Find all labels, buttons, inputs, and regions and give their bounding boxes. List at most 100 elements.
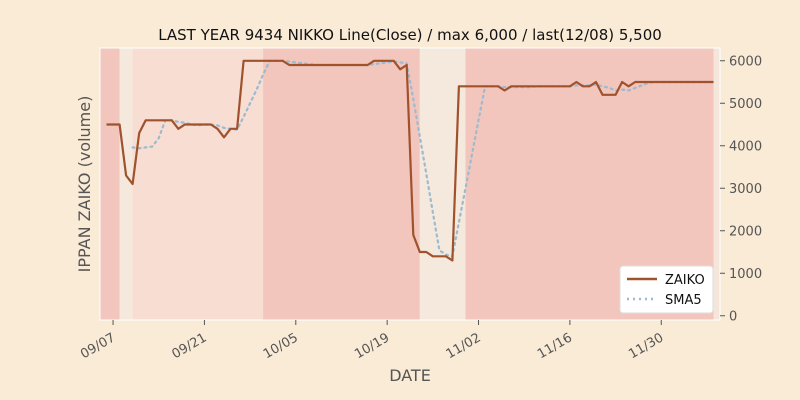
data-point-zaiko	[693, 81, 694, 82]
data-point-sma5	[602, 86, 603, 87]
data-point-zaiko	[243, 60, 244, 61]
data-point-sma5	[419, 136, 420, 137]
data-point-sma5	[374, 64, 375, 65]
data-point-sma5	[439, 250, 440, 251]
data-point-sma5	[152, 146, 153, 147]
data-point-zaiko	[706, 81, 707, 82]
data-point-zaiko	[537, 86, 538, 87]
background-band-1	[119, 48, 133, 320]
data-point-zaiko	[550, 86, 551, 87]
data-point-zaiko	[269, 60, 270, 61]
data-point-zaiko	[641, 81, 642, 82]
y-tick-label: 3000	[729, 182, 762, 197]
data-point-zaiko	[543, 86, 544, 87]
data-point-zaiko	[432, 256, 433, 257]
data-point-sma5	[132, 147, 133, 148]
data-point-zaiko	[197, 124, 198, 125]
background-band-3	[263, 48, 420, 320]
data-point-zaiko	[426, 251, 427, 252]
data-point-sma5	[628, 90, 629, 91]
y-tick-label: 5000	[729, 97, 762, 112]
data-point-zaiko	[328, 64, 329, 65]
data-point-zaiko	[622, 81, 623, 82]
data-point-zaiko	[524, 86, 525, 87]
data-point-zaiko	[654, 81, 655, 82]
data-point-zaiko	[334, 64, 335, 65]
data-point-sma5	[145, 147, 146, 148]
data-point-zaiko	[478, 86, 479, 87]
data-point-zaiko	[582, 86, 583, 87]
data-point-sma5	[243, 116, 244, 117]
data-point-zaiko	[230, 128, 231, 129]
data-point-zaiko	[380, 60, 381, 61]
data-point-zaiko	[289, 64, 290, 65]
y-tick-label: 6000	[729, 54, 762, 69]
data-point-zaiko	[237, 128, 238, 129]
data-point-zaiko	[687, 81, 688, 82]
data-point-sma5	[387, 62, 388, 63]
data-point-zaiko	[452, 260, 453, 261]
data-point-zaiko	[491, 86, 492, 87]
data-point-zaiko	[498, 86, 499, 87]
data-point-sma5	[289, 61, 290, 62]
data-point-zaiko	[615, 94, 616, 95]
data-point-sma5	[400, 62, 401, 63]
data-point-zaiko	[439, 256, 440, 257]
data-point-zaiko	[354, 64, 355, 65]
data-point-zaiko	[713, 81, 714, 82]
data-point-zaiko	[184, 124, 185, 125]
legend-label-zaiko: ZAIKO	[665, 273, 705, 288]
chart-title: LAST YEAR 9434 NIKKO Line(Close) / max 6…	[158, 26, 662, 44]
data-point-zaiko	[635, 81, 636, 82]
data-point-sma5	[223, 127, 224, 128]
data-point-zaiko	[680, 81, 681, 82]
y-tick-label: 1000	[729, 267, 762, 282]
data-point-zaiko	[210, 124, 211, 125]
data-point-sma5	[576, 85, 577, 86]
data-point-sma5	[635, 87, 636, 88]
data-point-zaiko	[158, 120, 159, 121]
x-axis-label: DATE	[389, 366, 431, 385]
data-point-sma5	[184, 122, 185, 123]
data-point-zaiko	[191, 124, 192, 125]
background-band-2	[132, 48, 264, 320]
data-point-zaiko	[223, 137, 224, 138]
data-point-sma5	[295, 62, 296, 63]
data-point-zaiko	[119, 124, 120, 125]
data-point-zaiko	[374, 60, 375, 61]
data-point-zaiko	[132, 183, 133, 184]
data-point-zaiko	[485, 86, 486, 87]
data-point-zaiko	[276, 60, 277, 61]
data-point-zaiko	[419, 251, 420, 252]
data-point-zaiko	[282, 60, 283, 61]
y-axis: 0 1000 2000 3000 4000 5000 6000	[720, 54, 762, 324]
data-point-zaiko	[347, 64, 348, 65]
plot-frame	[99, 47, 721, 321]
y-tick-label: 2000	[729, 224, 762, 239]
data-point-zaiko	[504, 90, 505, 91]
data-point-zaiko	[667, 81, 668, 82]
data-point-sma5	[217, 125, 218, 126]
data-point-zaiko	[178, 128, 179, 129]
data-point-sma5	[445, 254, 446, 255]
data-point-zaiko	[315, 64, 316, 65]
series-line-zaiko	[106, 59, 714, 262]
data-point-zaiko	[628, 86, 629, 87]
data-point-zaiko	[458, 86, 459, 87]
legend: ZAIKO SMA5	[619, 265, 714, 314]
data-point-zaiko	[387, 60, 388, 61]
series-lines	[106, 59, 715, 262]
data-point-zaiko	[256, 60, 257, 61]
data-point-zaiko	[406, 64, 407, 65]
data-point-zaiko	[321, 64, 322, 65]
data-point-zaiko	[700, 81, 701, 82]
data-point-sma5	[478, 120, 479, 121]
data-point-sma5	[139, 148, 140, 149]
data-point-zaiko	[393, 60, 394, 61]
data-point-sma5	[615, 90, 616, 91]
data-point-zaiko	[517, 86, 518, 87]
data-point-sma5	[504, 87, 505, 88]
data-point-sma5	[413, 98, 414, 99]
data-point-sma5	[426, 173, 427, 174]
